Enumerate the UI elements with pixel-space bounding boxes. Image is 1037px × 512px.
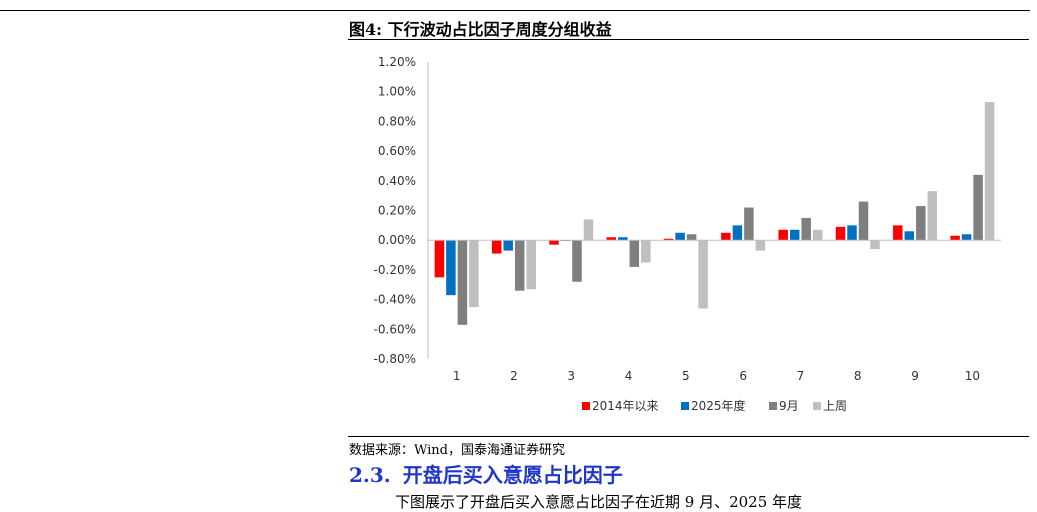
x-tick-label: 1 xyxy=(453,369,461,383)
y-tick-label: 0.40% xyxy=(378,174,416,188)
y-tick-label: 0.20% xyxy=(378,204,416,218)
source-note: 数据来源：Wind，国泰海通证券研究 xyxy=(349,443,565,458)
x-tick-label: 3 xyxy=(567,369,575,383)
bar xyxy=(789,229,800,241)
bar xyxy=(663,238,674,241)
y-tick-label: 0.60% xyxy=(378,144,416,158)
legend-label: 2025年度 xyxy=(691,398,746,413)
section-number: 2.3. xyxy=(349,463,391,487)
bar xyxy=(606,237,617,241)
bar xyxy=(950,235,960,241)
bar xyxy=(675,232,685,241)
bar xyxy=(618,237,628,241)
y-tick-label: 0.80% xyxy=(378,114,416,128)
bar xyxy=(526,240,536,290)
bar xyxy=(812,229,823,241)
y-tick-label: -0.20% xyxy=(374,263,416,277)
bar xyxy=(778,229,788,241)
bar xyxy=(835,226,846,241)
top-rule xyxy=(0,10,1030,11)
bar xyxy=(514,240,525,291)
bar xyxy=(755,240,766,251)
y-tick-label: 1.00% xyxy=(378,85,416,99)
bars xyxy=(434,102,995,325)
bar xyxy=(961,234,972,241)
legend-swatch xyxy=(582,402,590,410)
bar xyxy=(583,219,594,241)
source-rule xyxy=(348,436,1029,437)
x-tick-label: 6 xyxy=(739,369,747,383)
bar xyxy=(469,240,479,308)
bar xyxy=(721,232,731,241)
bar-chart: -0.80% -0.60% -0.40% -0.20% 0.00% 0.20% 0.40% 0… xyxy=(374,55,1001,413)
x-axis: 1 2 3 4 5 6 7 8 9 10 xyxy=(428,239,1001,383)
bar xyxy=(870,240,880,250)
legend: 2014年以来 2025年度 9月 上周 xyxy=(582,398,847,413)
bar xyxy=(698,240,708,309)
bar xyxy=(641,240,651,263)
bar xyxy=(927,191,938,241)
legend-swatch xyxy=(681,402,689,410)
bar xyxy=(893,225,903,241)
x-tick-label: 7 xyxy=(797,369,805,383)
y-tick-label: -0.60% xyxy=(374,322,416,336)
legend-label: 9月 xyxy=(779,399,799,413)
bar xyxy=(572,240,582,282)
y-tick-label: -0.40% xyxy=(374,293,416,307)
y-tick-label: 0.00% xyxy=(378,233,416,247)
bar xyxy=(973,174,983,241)
bar xyxy=(916,206,926,241)
y-tick-label: 1.20% xyxy=(378,55,416,69)
x-tick-label: 9 xyxy=(911,369,919,383)
bar xyxy=(434,240,445,278)
bar xyxy=(457,240,468,325)
title-rule xyxy=(348,39,1029,40)
bar xyxy=(629,240,640,267)
bar xyxy=(858,201,869,241)
bar xyxy=(904,231,915,241)
x-tick-label: 2 xyxy=(510,369,518,383)
x-tick-label: 4 xyxy=(625,369,633,383)
figure-title: 图4: 下行波动占比因子周度分组收益 xyxy=(349,20,612,39)
x-tick-label: 8 xyxy=(854,369,862,383)
legend-label: 2014年以来 xyxy=(592,399,659,413)
section-heading: 2.3. 开盘后买入意愿占比因子 xyxy=(349,459,623,488)
bar xyxy=(446,240,456,296)
bar xyxy=(732,225,743,241)
legend-swatch xyxy=(769,402,777,410)
body-text-partial: 下图展示了开盘后买入意愿占比因子在近期 9 月、2025 年度 xyxy=(395,493,803,511)
bar xyxy=(984,102,995,241)
y-tick-label: -0.80% xyxy=(374,352,416,366)
x-tick-label: 5 xyxy=(682,369,690,383)
bar xyxy=(801,217,811,241)
y-axis: -0.80% -0.60% -0.40% -0.20% 0.00% 0.20% 0.40% 0… xyxy=(374,55,429,366)
x-tick-label: 10 xyxy=(965,369,980,383)
legend-swatch xyxy=(813,402,821,410)
bar xyxy=(549,240,559,245)
bar xyxy=(503,240,513,251)
legend-label: 上周 xyxy=(823,399,847,413)
bar xyxy=(686,234,697,241)
section-title: 开盘后买入意愿占比因子 xyxy=(402,463,623,487)
bar xyxy=(744,207,754,241)
bar xyxy=(847,225,857,241)
bar xyxy=(491,240,502,254)
